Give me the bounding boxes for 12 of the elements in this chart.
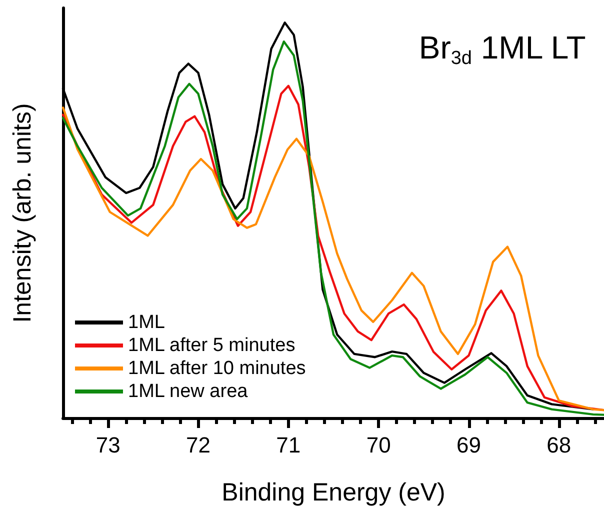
- x-tick-label: 72: [186, 432, 210, 458]
- x-tick-label: 69: [456, 432, 481, 458]
- x-tick-label: 70: [366, 432, 391, 458]
- x-tick-label: 73: [96, 432, 120, 458]
- x-tick-label: 71: [276, 432, 301, 458]
- x-tick-label: 68: [546, 432, 572, 458]
- legend-label: 1ML after 5 minutes: [128, 335, 296, 356]
- legend-label: 1ML new area: [128, 381, 248, 402]
- legend-label: 1ML after 10 minutes: [128, 358, 306, 379]
- y-axis-title: Intensity (arb. units): [8, 103, 36, 323]
- legend-label: 1ML: [128, 312, 165, 333]
- x-axis-title: Binding Energy (eV): [222, 478, 446, 506]
